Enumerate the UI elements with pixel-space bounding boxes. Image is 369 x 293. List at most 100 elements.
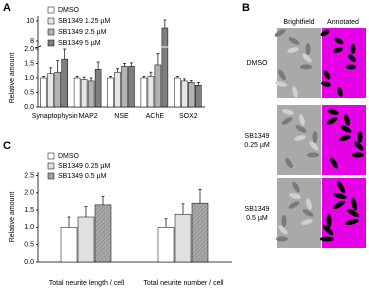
bar (195, 85, 202, 108)
x-tick-label: NSE (114, 113, 129, 120)
y-tick-label: 10 (26, 18, 34, 25)
x-tick-label: Synaptophysin (32, 113, 78, 120)
y-tick-label: 0.0 (24, 259, 34, 266)
x-tick-label: Total neurite length / cell (49, 280, 125, 287)
cell-annotation (321, 81, 331, 87)
bar (40, 77, 47, 108)
cell-annotation (346, 208, 360, 218)
legend-swatch (47, 39, 55, 47)
cell-annotation (344, 114, 350, 126)
cell-texture (275, 81, 287, 87)
y-tick-label: 1.5 (24, 60, 34, 67)
bar (174, 77, 181, 108)
cell-texture (285, 157, 293, 169)
cell-annotation (354, 141, 364, 151)
row-label: SB1349 0.25 µM (244, 133, 270, 149)
column-header: Annotated (327, 19, 359, 26)
bar (191, 202, 209, 263)
cell-texture (301, 219, 313, 225)
cell-annotation (352, 152, 364, 158)
bar (73, 77, 81, 108)
cell-annotation (320, 236, 334, 242)
legend-swatch (47, 17, 55, 25)
cell-texture (294, 135, 306, 141)
cell-annotation (357, 131, 363, 143)
bar (154, 64, 162, 108)
bar (87, 80, 95, 108)
cell-annotation (350, 197, 358, 211)
y-axis-label: Relative amount (9, 53, 16, 104)
cell-texture (305, 43, 311, 55)
cell-annotation (346, 64, 356, 70)
cell-texture (306, 198, 312, 210)
cell-annotation (320, 29, 330, 37)
bar (174, 213, 192, 263)
cell-annotation (330, 157, 338, 169)
bar (47, 73, 54, 108)
cell-annotation (334, 37, 344, 45)
cell-annotation (337, 87, 343, 97)
bar (61, 58, 68, 108)
cell-texture (274, 29, 286, 37)
bar (94, 204, 112, 263)
bar (140, 77, 148, 108)
panel-label: B (242, 2, 250, 14)
cell-texture (292, 86, 298, 98)
legend-label: SB1349 1.25 µM (58, 18, 110, 25)
cell-texture (287, 47, 299, 53)
bar (77, 216, 95, 263)
y-tick-label: 8 (30, 38, 34, 45)
cell-annotation (326, 214, 332, 228)
axis-break (35, 46, 205, 48)
y-tick-label: 2.5 (24, 172, 34, 179)
cell-texture (288, 201, 300, 209)
cell-annotation (326, 117, 338, 125)
x-tick-label: AChE (146, 113, 165, 120)
cell-annotation (327, 109, 339, 115)
x-tick-label: MAP2 (79, 113, 98, 120)
legend-label: DMSO (58, 7, 80, 14)
y-tick-label: 0.0 (24, 104, 34, 111)
cell-texture (278, 69, 286, 81)
y-tick-label: 1.0 (24, 75, 34, 82)
legend-swatch (47, 172, 55, 180)
cell-annotation (333, 47, 343, 53)
column-header: Brightfield (283, 19, 314, 26)
y-tick-label: 1.5 (24, 207, 34, 214)
cell-texture (307, 152, 319, 158)
cell-texture (281, 117, 293, 125)
y-tick-label: 0.5 (24, 89, 34, 96)
bar (60, 227, 78, 263)
cell-texture (312, 131, 318, 143)
panel-b: B Brightfield Annotated DMSO SB1349 0.25 µ… (242, 2, 366, 248)
panel-label: C (3, 140, 11, 152)
bar (147, 76, 155, 108)
legend-swatch (47, 6, 55, 14)
legend-label: SB1349 5 µM (58, 40, 101, 47)
cell-annotation (336, 180, 346, 194)
cell-texture (289, 193, 301, 199)
legend-label: SB1349 0.25 µM (58, 163, 110, 170)
cell-texture (281, 215, 287, 227)
legend-label: SB1349 0.5 µM (58, 173, 107, 180)
y-axis-label: Relative amount (9, 192, 16, 243)
legend-swatch (47, 162, 55, 170)
cell-annotation (322, 224, 334, 236)
y-tick-label: 0.5 (24, 242, 34, 249)
bar (54, 71, 61, 108)
cell-annotation (350, 44, 356, 54)
y-tick-label: 2.0 (24, 190, 34, 197)
bar (121, 66, 128, 108)
bar (188, 82, 195, 108)
bar (114, 71, 121, 108)
bar (80, 79, 88, 108)
bar (161, 27, 169, 108)
bar (107, 77, 114, 108)
cell-texture (299, 114, 305, 126)
panel-label: A (3, 2, 11, 14)
cell-texture (302, 209, 314, 217)
bar (94, 69, 102, 108)
legend-label: SB1349 2.5 µM (58, 29, 107, 36)
bar (181, 80, 188, 108)
